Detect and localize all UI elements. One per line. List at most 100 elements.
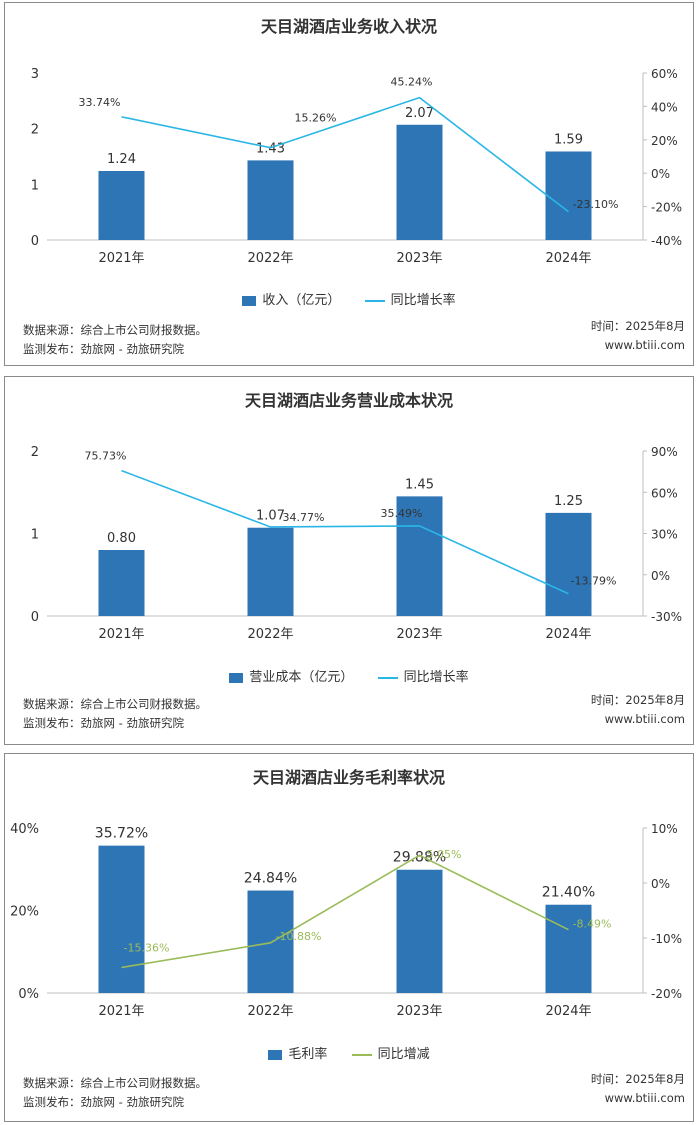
legend-item-line: 同比增减: [351, 1043, 430, 1062]
legend-bar-label: 毛利率: [288, 1047, 328, 1062]
cost-chart-panel: 天目湖酒店业务营业成本状况 0 1 2 -30% 0% 30% 60% 90% 0.80 1.07…: [4, 376, 694, 745]
y-left-tick-label: 0: [31, 234, 39, 249]
y-right-tick-label: -30%: [651, 610, 682, 624]
line-value-label: -8.49%: [573, 918, 612, 931]
y-right-tick-label: 20%: [651, 134, 678, 148]
y-right-tick-label: 30%: [651, 528, 678, 542]
y-left-tick-label: 0: [31, 610, 39, 625]
line-value-label: 35.49%: [381, 507, 423, 520]
x-tick-label: 2022年: [247, 627, 293, 642]
y-right-tick-label: 10%: [651, 822, 678, 836]
legend-line-swatch: [377, 676, 398, 679]
bar: [545, 512, 592, 616]
x-tick-label: 2022年: [247, 1004, 293, 1019]
time-text: 时间：2025年8月: [590, 693, 685, 707]
y-right-tick-label: 0%: [651, 167, 670, 181]
y-right-tick-label: 0%: [651, 569, 670, 583]
publisher-text: 监测发布：劲旅网 - 劲旅研究院: [23, 716, 184, 730]
line-value-label: -15.36%: [124, 941, 170, 954]
chart-title: 天目湖酒店业务营业成本状况: [244, 391, 453, 410]
legend-item-bar: 营业成本（亿元）: [229, 666, 353, 685]
line-value-label: 45.24%: [391, 76, 433, 89]
chart-footer-left: 数据来源：综合上市公司财报数据。 监测发布：劲旅网 - 劲旅研究院: [23, 695, 207, 733]
y-left-tick-label: 3: [31, 67, 39, 82]
x-tick-label: 2021年: [98, 627, 144, 642]
bar: [247, 527, 294, 616]
website-text: www.btiii.com: [604, 1091, 685, 1105]
bar: [545, 904, 592, 993]
bar-value-label: 1.59: [554, 132, 583, 147]
chart-footer-left: 数据来源：综合上市公司财报数据。 监测发布：劲旅网 - 劲旅研究院: [23, 1074, 207, 1112]
y-right-tick-label: 60%: [651, 486, 678, 500]
margin-chart-plot: 0%20%40%-20%-10%0%10%35.72%24.84%29.88%2…: [10, 822, 682, 1019]
bar-value-label: 24.84%: [244, 871, 297, 887]
bar: [247, 160, 294, 240]
bar-value-label: 1.24: [107, 152, 136, 167]
chart-footer-right: 时间：2025年8月 www.btiii.com: [591, 691, 685, 729]
time-text: 时间：2025年8月: [590, 1072, 685, 1086]
legend-line-label: 同比增长率: [390, 293, 456, 308]
line-value-label: -10.88%: [276, 930, 322, 943]
x-tick-label: 2022年: [247, 251, 293, 266]
x-tick-label: 2023年: [396, 627, 442, 642]
x-tick-label: 2024年: [545, 627, 591, 642]
revenue-chart-panel: 天目湖酒店业务收入状况 0 1 2 3 -40% -20% 0% 20% 40% 60% 1.24 1…: [4, 2, 694, 366]
y-left-tick-label: 1: [31, 528, 39, 543]
y-left-tick-label: 2: [31, 445, 39, 460]
y-left-tick-label: 1: [31, 178, 39, 193]
legend-bar-swatch: [229, 672, 244, 683]
y-left-tick-label: 2: [31, 123, 39, 138]
legend-item-bar: 收入（亿元）: [242, 289, 340, 308]
time-text: 时间：2025年8月: [590, 319, 685, 333]
bar-value-label: 0.80: [107, 531, 136, 546]
growth-line: [121, 469, 569, 595]
x-tick-label: 2021年: [98, 251, 144, 266]
x-tick-label: 2024年: [545, 1004, 591, 1019]
legend-item-line: 同比增长率: [377, 666, 469, 685]
legend-line-label: 同比增长率: [403, 670, 469, 685]
data-source-text: 数据来源：综合上市公司财报数据。: [23, 697, 207, 711]
bar-value-label: 1.25: [554, 494, 583, 509]
x-tick-label: 2024年: [545, 251, 591, 266]
line-value-label: -23.10%: [573, 198, 619, 211]
chart-title: 天目湖酒店业务毛利率状况: [252, 768, 445, 787]
bar: [396, 496, 443, 616]
chart-legend: 收入（亿元） 同比增长率: [5, 289, 693, 308]
publisher-text: 监测发布：劲旅网 - 劲旅研究院: [23, 1095, 184, 1109]
bar-value-label: 21.40%: [542, 885, 595, 901]
website-text: www.btiii.com: [604, 712, 685, 726]
legend-bar-label: 营业成本（亿元）: [249, 670, 354, 685]
x-tick-label: 2023年: [396, 1004, 442, 1019]
data-source-text: 数据来源：综合上市公司财报数据。: [23, 1076, 207, 1090]
bar: [247, 890, 294, 993]
margin-chart-panel: 天目湖酒店业务毛利率状况 0% 20% 40% -20% -10% 0% 10% 35.72%…: [4, 753, 694, 1122]
bar-value-label: 1.45: [405, 477, 434, 492]
chart-footer-left: 数据来源：综合上市公司财报数据。 监测发布：劲旅网 - 劲旅研究院: [23, 321, 207, 359]
y-right-tick-label: 60%: [651, 67, 678, 81]
line-value-label: 75.73%: [85, 450, 127, 463]
legend-item-line: 同比增长率: [364, 289, 456, 308]
bar: [98, 170, 145, 240]
revenue-chart-plot: 0123-40%-20%0%20%40%60%1.241.432.071.592…: [31, 67, 682, 266]
bar: [545, 151, 592, 240]
line-value-label: 33.74%: [79, 96, 121, 109]
y-right-tick-label: -20%: [651, 987, 682, 1001]
bar: [98, 550, 145, 616]
line-value-label: 15.26%: [295, 112, 337, 125]
chart-footer-right: 时间：2025年8月 www.btiii.com: [591, 1070, 685, 1108]
y-right-tick-label: 0%: [651, 877, 670, 891]
y-right-tick-label: -10%: [651, 932, 682, 946]
legend-item-bar: 毛利率: [268, 1043, 327, 1062]
bar-value-label: 2.07: [405, 106, 434, 121]
y-left-tick-label: 40%: [10, 822, 39, 837]
x-tick-label: 2023年: [396, 251, 442, 266]
chart-legend: 毛利率 同比增减: [5, 1043, 693, 1062]
bar: [396, 124, 443, 240]
y-right-tick-label: 90%: [651, 445, 678, 459]
x-tick-label: 2021年: [98, 1004, 144, 1019]
bar: [396, 869, 443, 993]
y-right-tick-label: -40%: [651, 234, 682, 248]
legend-bar-label: 收入（亿元）: [262, 293, 341, 308]
legend-line-swatch: [351, 1053, 372, 1056]
y-right-tick-label: 40%: [651, 100, 678, 114]
